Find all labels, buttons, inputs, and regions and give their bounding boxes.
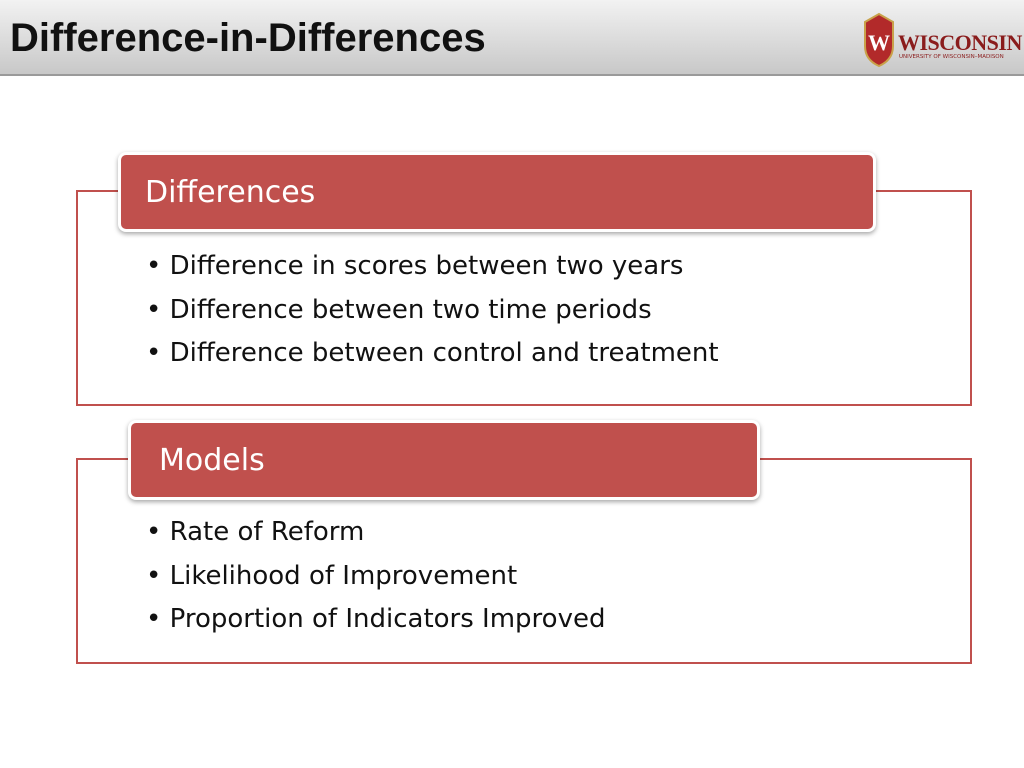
section-heading: Models	[128, 420, 760, 500]
bullet-list: Difference in scores between two years D…	[146, 245, 719, 376]
logo: W WISCONSIN UNIVERSITY OF WISCONSIN–MADI…	[862, 12, 1022, 68]
bullet: Difference between two time periods	[146, 289, 719, 333]
section-heading: Differences	[118, 152, 876, 232]
bullet-list: Rate of Reform Likelihood of Improvement…	[146, 511, 606, 642]
bullet: Difference between control and treatment	[146, 332, 719, 376]
logo-name: WISCONSIN	[898, 30, 1022, 55]
bullet: Proportion of Indicators Improved	[146, 598, 606, 642]
svg-text:W: W	[868, 30, 890, 55]
bullet: Likelihood of Improvement	[146, 555, 605, 599]
title-bar: Difference-in-Differences W WISCONSIN UN…	[0, 0, 1024, 76]
bullet: Rate of Reform	[146, 511, 605, 555]
slide-title: Difference-in-Differences	[10, 16, 486, 60]
bullet: Difference in scores between two years	[146, 245, 719, 289]
crest: W	[864, 12, 894, 68]
logo-subtitle: UNIVERSITY OF WISCONSIN–MADISON	[899, 54, 1004, 60]
